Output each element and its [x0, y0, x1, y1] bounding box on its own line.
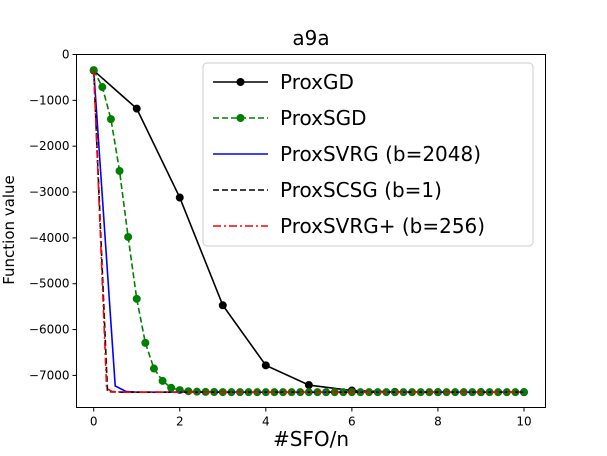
plot-frame	[76, 54, 546, 408]
legend-marker	[236, 78, 245, 86]
data-point	[132, 294, 141, 303]
series-line	[92, 70, 524, 393]
chart-title: a9a	[292, 26, 329, 50]
y-tick-label: 0	[62, 48, 70, 62]
legend-label: ProxSVRG (b=2048)	[280, 142, 481, 166]
data-point	[158, 376, 167, 385]
legend-box	[202, 62, 534, 247]
legend-marker	[236, 114, 245, 122]
data-point	[115, 166, 124, 175]
x-axis-ticks: 0 2 4 6 8 10	[90, 407, 532, 429]
legend-label: ProxGD	[280, 70, 354, 94]
x-axis-title: #SFO/n	[273, 427, 349, 451]
data-point	[175, 193, 184, 202]
data-point	[218, 301, 227, 310]
y-tick-label: −6000	[29, 323, 70, 337]
x-tick-label: 0	[90, 415, 98, 429]
x-tick-label: 6	[348, 415, 356, 429]
data-point	[184, 387, 193, 396]
data-point	[132, 104, 141, 113]
data-point	[124, 232, 133, 241]
legend-label: ProxSCSG (b=1)	[280, 178, 442, 202]
data-point	[98, 83, 107, 92]
y-axis-title: Function value	[0, 175, 18, 285]
series-4	[92, 70, 524, 393]
x-tick-label: 2	[176, 415, 184, 429]
y-tick-label: −4000	[29, 231, 70, 245]
y-tick-label: −1000	[29, 93, 70, 107]
y-tick-label: −3000	[29, 185, 70, 199]
data-point	[149, 364, 158, 373]
legend: ProxGD ProxSGD ProxSVRG (b=2048) ProxSCSG (…	[202, 62, 534, 247]
data-point	[304, 381, 313, 390]
x-tick-label: 4	[262, 415, 270, 429]
legend-label: ProxSVRG+ (b=256)	[280, 214, 485, 238]
y-tick-label: −7000	[29, 368, 70, 382]
x-tick-label: 8	[434, 415, 442, 429]
y-tick-label: −5000	[29, 277, 70, 291]
data-point	[106, 115, 115, 124]
y-axis-ticks: 0 −1000 −2000 −3000 −4000 −5000 −6000 −7000	[29, 48, 77, 382]
y-tick-label: −2000	[29, 139, 70, 153]
legend-label: ProxSGD	[280, 106, 367, 130]
series-layer	[89, 66, 528, 397]
data-point	[141, 338, 150, 347]
data-point	[89, 66, 98, 75]
x-tick-label: 10	[516, 415, 531, 429]
data-point	[261, 361, 270, 370]
data-point	[167, 383, 176, 392]
